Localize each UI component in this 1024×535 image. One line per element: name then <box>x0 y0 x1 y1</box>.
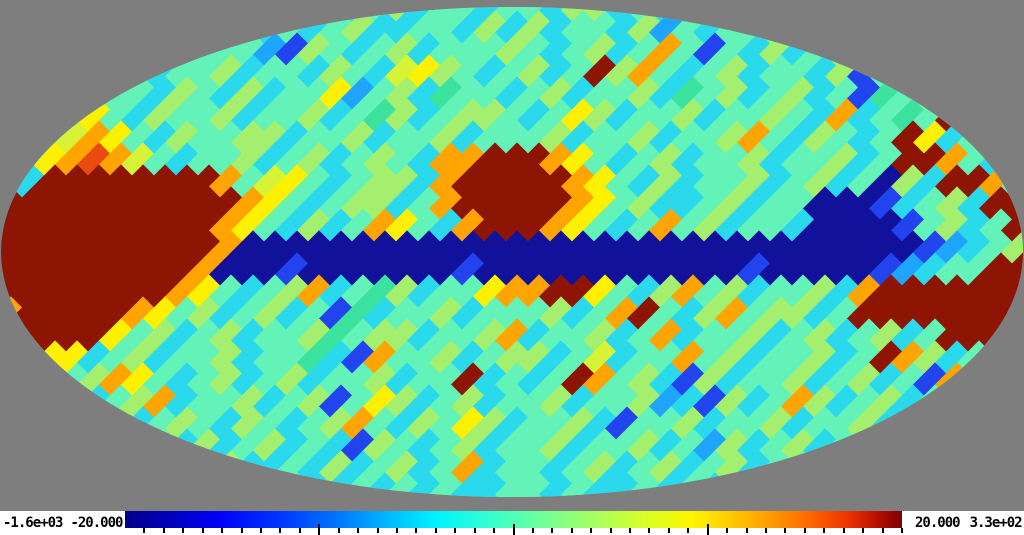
colorbar-minor-tick <box>881 528 884 533</box>
colorbar-major-tick <box>512 524 515 535</box>
colorbar-minor-tick <box>687 528 690 533</box>
colorbar-gradient <box>125 511 902 528</box>
colorbar-minor-tick <box>629 528 632 533</box>
colorbar-minor-tick <box>201 528 204 533</box>
colorbar-minor-tick <box>221 528 224 533</box>
colorbar-minor-tick <box>842 528 845 533</box>
colorbar-minor-tick <box>765 528 768 533</box>
colorbar-minor-tick <box>376 528 379 533</box>
colorbar-major-tick <box>706 524 709 535</box>
colorbar-minor-tick <box>279 528 282 533</box>
colorbar-max-label: 3.3e+02 <box>969 515 1023 531</box>
colorbar-minor-tick <box>745 528 748 533</box>
colorbar-minor-tick <box>259 528 262 533</box>
colorbar-minor-tick <box>473 528 476 533</box>
colorbar-minor-tick <box>862 528 865 533</box>
colorbar-minor-tick <box>162 528 165 533</box>
colorbar-left-labels: -1.6e+03 -20.000 <box>3 511 123 535</box>
colorbar-minor-tick <box>298 528 301 533</box>
colorbar-low-label: -20.000 <box>70 515 123 531</box>
colorbar-minor-tick <box>434 528 437 533</box>
colorbar-major-tick <box>318 524 321 535</box>
colorbar-minor-tick <box>784 528 787 533</box>
colorbar-minor-tick <box>357 528 360 533</box>
colorbar-minor-tick <box>454 528 457 533</box>
colorbar-minor-tick <box>726 528 729 533</box>
colorbar-minor-tick <box>143 528 146 533</box>
colorbar-minor-tick <box>667 528 670 533</box>
colorbar-minor-tick <box>648 528 651 533</box>
colorbar-minor-tick <box>609 528 612 533</box>
colorbar-minor-tick <box>823 528 826 533</box>
colorbar-minor-tick <box>901 528 903 533</box>
colorbar-minor-tick <box>337 528 340 533</box>
colorbar-minor-tick <box>415 528 418 533</box>
colorbar-strip: -1.6e+03 -20.000 20.000 3.3e+02 <box>0 511 1024 535</box>
colorbar-min-label: -1.6e+03 <box>3 515 63 531</box>
colorbar-right-labels: 20.000 3.3e+02 <box>915 511 1023 535</box>
colorbar-minor-tick <box>493 528 496 533</box>
colorbar-minor-tick <box>395 528 398 533</box>
colorbar-minor-tick <box>182 528 185 533</box>
colorbar-minor-tick <box>531 528 534 533</box>
colorbar-minor-tick <box>551 528 554 533</box>
colorbar-minor-tick <box>590 528 593 533</box>
colorbar-minor-tick <box>570 528 573 533</box>
colorbar-minor-tick <box>803 528 806 533</box>
colorbar-minor-tick <box>240 528 243 533</box>
colorbar-high-label: 20.000 <box>915 515 961 531</box>
